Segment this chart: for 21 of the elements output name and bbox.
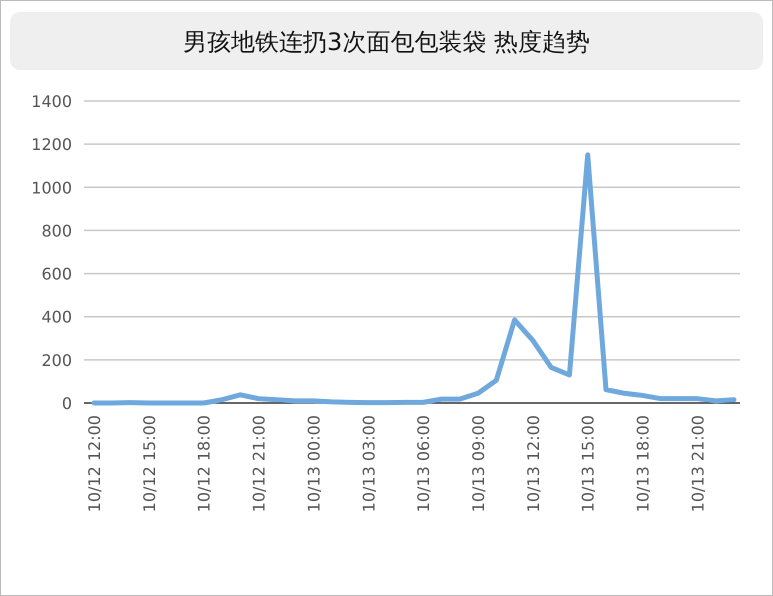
x-tick-label: 10/12 21:00 <box>250 415 269 512</box>
y-tick-label: 200 <box>41 350 72 370</box>
y-tick-label: 1200 <box>31 135 72 154</box>
x-tick-label: 10/12 15:00 <box>140 415 159 512</box>
x-tick-label: 10/13 00:00 <box>304 415 324 512</box>
y-tick-label: 600 <box>41 264 72 284</box>
chart-title: 男孩地铁连扔3次面包包装袋 热度趋势 <box>183 28 590 56</box>
y-tick-label: 1400 <box>31 92 72 111</box>
x-tick-label: 10/13 09:00 <box>469 415 488 512</box>
x-tick-label: 10/13 18:00 <box>634 415 653 512</box>
x-tick-label: 10/12 18:00 <box>194 415 214 512</box>
y-tick-label: 0 <box>62 394 72 413</box>
y-tick-label: 1000 <box>31 178 72 198</box>
x-tick-label: 10/13 21:00 <box>688 415 708 512</box>
x-tick-label: 10/13 06:00 <box>414 415 434 512</box>
x-tick-label: 10/13 03:00 <box>359 415 378 512</box>
x-tick-label: 10/13 12:00 <box>524 415 543 512</box>
y-tick-label: 400 <box>41 308 72 327</box>
y-tick-label: 800 <box>41 221 72 240</box>
x-tick-label: 10/12 12:00 <box>85 415 104 512</box>
x-tick-label: 10/13 15:00 <box>578 415 598 512</box>
